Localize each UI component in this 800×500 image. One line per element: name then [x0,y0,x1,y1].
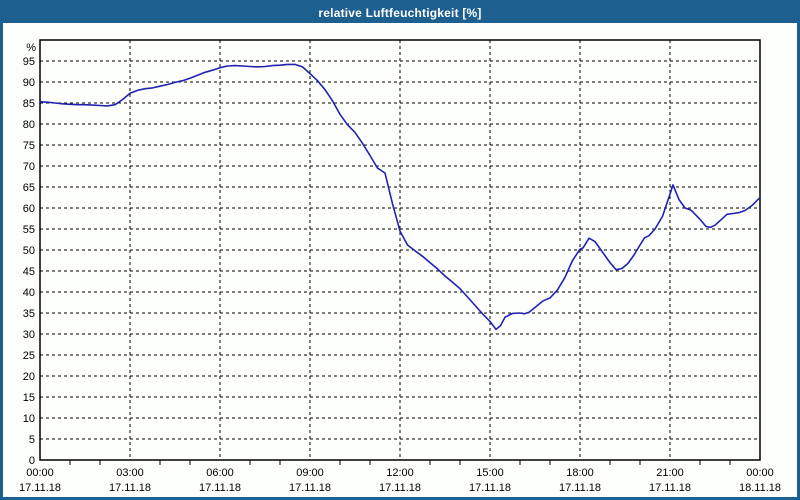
x-tick-time-label: 21:00 [656,467,684,479]
humidity-chart-svg: 0 5 10 15 20 25 30 35 40 45 50 55 60 65 70 75 80 85 90 95% 0… [19,39,781,494]
title-bar: relative Luftfeuchtigkeit [%] [3,3,797,23]
x-tick-time-label: 15:00 [476,467,504,479]
humidity-line [39,63,761,331]
y-tick-label: 10 [23,413,35,425]
x-tick-date-label: 17.11.18 [469,482,511,494]
y-tick-label: 80 [23,119,35,131]
plot-frame [39,39,761,461]
x-tick-time-label: 18:00 [566,467,594,479]
chart-title: relative Luftfeuchtigkeit [%] [318,6,482,20]
x-tick-date-label: 17.11.18 [559,482,601,494]
x-tick-date-label: 17.11.18 [649,482,691,494]
y-axis-unit-label: % [26,42,36,54]
y-tick-label: 75 [23,140,35,152]
x-tick-time-label: 00:00 [26,467,54,479]
y-tick-label: 15 [23,392,35,404]
y-tick-label: 65 [23,182,35,194]
y-tick-label: 35 [23,308,35,320]
y-tick-label: 45 [23,266,35,278]
x-tick-time-label: 09:00 [296,467,324,479]
x-tick-time-label: 03:00 [116,467,144,479]
x-tick-date-label: 17.11.18 [289,482,331,494]
y-tick-label: 70 [23,161,35,173]
x-tick-date-label: 18.11.18 [739,482,781,494]
x-tick-time-label: 00:00 [746,467,774,479]
y-tick-label: 30 [23,329,35,341]
y-tick-label: 25 [23,350,35,362]
y-tick-label: 40 [23,287,35,299]
x-tick-date-label: 17.11.18 [19,482,61,494]
y-tick-label: 50 [23,245,35,257]
y-tick-label: 5 [29,434,35,446]
y-tick-label: 90 [23,77,35,89]
y-tick-label: 85 [23,98,35,110]
x-tick-time-label: 06:00 [206,467,234,479]
y-tick-label: 20 [23,371,35,383]
y-tick-label: 95 [23,56,35,68]
chart-area: 0 5 10 15 20 25 30 35 40 45 50 55 60 65 70 75 80 85 90 95% 0… [3,23,797,497]
y-tick-label: 60 [23,203,35,215]
y-tick-label: 0 [29,455,35,467]
x-tick-time-label: 12:00 [386,467,414,479]
x-tick-date-label: 17.11.18 [109,482,151,494]
x-tick-date-label: 17.11.18 [379,482,421,494]
y-tick-label: 55 [23,224,35,236]
x-tick-date-label: 17.11.18 [199,482,241,494]
